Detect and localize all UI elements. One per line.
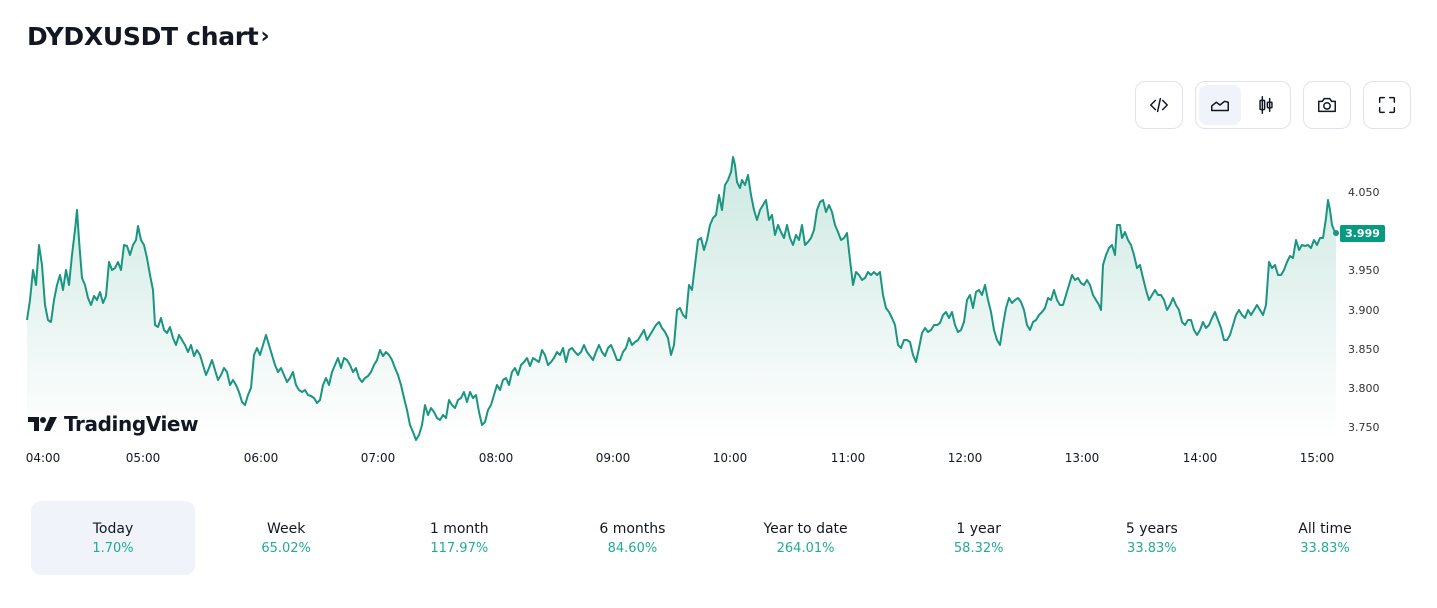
chart-title-link[interactable]: DYDXUSDT chart ›	[27, 22, 270, 51]
last-price-dot	[1333, 230, 1339, 236]
period-value: 264.01%	[776, 540, 835, 556]
candlestick-button[interactable]	[1245, 85, 1287, 125]
x-tick: 09:00	[595, 451, 631, 465]
period-value: 33.83%	[1300, 540, 1350, 556]
y-tick: 3.800	[1348, 382, 1380, 395]
price-line	[26, 156, 1337, 441]
period-label: All time	[1298, 520, 1352, 537]
period-value: 1.70%	[92, 540, 134, 556]
x-tick: 12:00	[947, 451, 983, 465]
period-year-to-date[interactable]: Year to date 264.01%	[724, 501, 888, 575]
period-label: 1 year	[956, 520, 1001, 537]
period-label: Today	[92, 520, 134, 537]
code-icon	[1150, 97, 1168, 113]
price-area-chart[interactable]	[0, 0, 1437, 480]
x-tick: 08:00	[478, 451, 514, 465]
period-label: Year to date	[763, 520, 848, 537]
period-label: 5 years	[1125, 520, 1178, 537]
chart-type-toggle	[1195, 81, 1291, 129]
page-title: DYDXUSDT chart	[27, 22, 259, 51]
candlestick-icon	[1259, 96, 1273, 114]
y-tick: 3.850	[1348, 343, 1380, 356]
fullscreen-button[interactable]	[1363, 81, 1411, 129]
period-all-time[interactable]: All time 33.83%	[1243, 501, 1407, 575]
camera-icon	[1318, 97, 1336, 113]
snapshot-button[interactable]	[1303, 81, 1351, 129]
period-6-months[interactable]: 6 months 84.60%	[550, 501, 714, 575]
period-value: 58.32%	[953, 540, 1004, 556]
period-value: 84.60%	[607, 540, 658, 556]
period-today[interactable]: Today 1.70%	[31, 501, 195, 575]
period-value: 117.97%	[430, 540, 489, 556]
x-tick: 10:00	[712, 451, 748, 465]
chevron-right-icon: ›	[260, 24, 270, 49]
period-week[interactable]: Week 65.02%	[204, 501, 368, 575]
area-chart-button[interactable]	[1199, 85, 1241, 125]
x-tick: 13:00	[1064, 451, 1100, 465]
x-tick: 04:00	[25, 451, 61, 465]
performance-periods: Today 1.70% Week 65.02% 1 month 117.97% …	[31, 501, 1407, 575]
chart-toolbar	[1135, 81, 1411, 129]
period-label: Week	[266, 520, 306, 537]
x-tick: 11:00	[830, 451, 866, 465]
y-tick: 4.050	[1348, 186, 1380, 199]
x-tick: 14:00	[1182, 451, 1218, 465]
period-value: 65.02%	[261, 540, 311, 556]
tradingview-logo[interactable]: TradingView	[28, 412, 199, 436]
x-tick: 05:00	[125, 451, 161, 465]
tradingview-logo-icon	[28, 417, 57, 431]
last-price-tag: 3.999	[1340, 225, 1385, 242]
period-value: 33.83%	[1127, 540, 1177, 556]
area-fill	[27, 157, 1336, 440]
y-tick: 3.900	[1348, 304, 1380, 317]
area-chart-icon	[1211, 100, 1229, 112]
period-5-years[interactable]: 5 years 33.83%	[1070, 501, 1234, 575]
tradingview-logo-text: TradingView	[64, 412, 199, 436]
y-tick: 3.950	[1348, 264, 1380, 277]
embed-button[interactable]	[1135, 81, 1183, 129]
fullscreen-icon	[1378, 96, 1396, 114]
period-1-month[interactable]: 1 month 117.97%	[377, 501, 541, 575]
y-tick: 3.750	[1348, 421, 1380, 434]
x-tick: 07:00	[360, 451, 396, 465]
x-tick: 15:00	[1299, 451, 1335, 465]
period-label: 6 months	[599, 520, 666, 537]
period-label: 1 month	[429, 520, 489, 537]
period-1-year[interactable]: 1 year 58.32%	[897, 501, 1061, 575]
x-tick: 06:00	[243, 451, 279, 465]
